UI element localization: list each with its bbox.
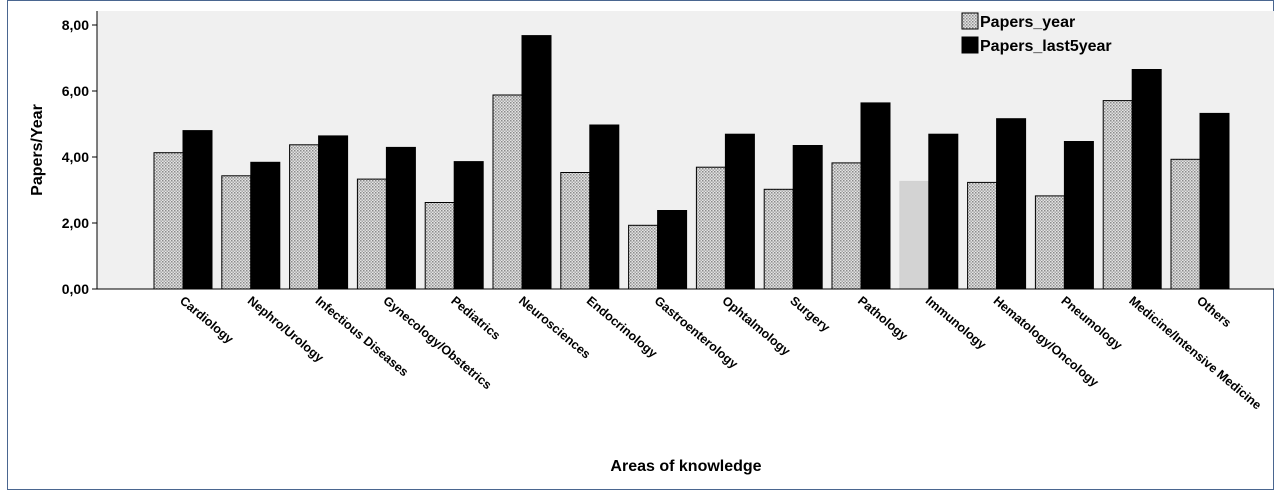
- bar-immunology-papers-year: [899, 180, 930, 290]
- bar-pathology-papers-last5year: [860, 102, 891, 290]
- bar-gynecology-obstetrics-papers-last5year: [385, 146, 416, 290]
- bar-ophtalmology-papers-last5year: [724, 133, 755, 290]
- bar-gynecology-obstetrics-papers-year: [356, 178, 387, 290]
- bars-layer: [153, 35, 1230, 290]
- axes-layer: [92, 11, 1274, 290]
- bar-gastroenterology-papers-last5year: [657, 210, 688, 290]
- y-tick-label: 6,00: [62, 83, 89, 99]
- bar-pediatrics-papers-last5year: [453, 161, 484, 290]
- bar-immunology-papers-last5year: [928, 133, 959, 290]
- bar-infectious-diseases-papers-last5year: [318, 135, 349, 290]
- legend-swatch-papers-year: [961, 12, 979, 30]
- legend-label-papers-last5year: Papers_last5year: [980, 38, 1112, 55]
- bar-gastroenterology-papers-year: [628, 224, 659, 290]
- bar-endocrinology-papers-last5year: [589, 124, 620, 290]
- bar-nephro-urology-papers-last5year: [250, 161, 281, 290]
- bar-surgery-papers-year: [763, 188, 794, 290]
- x-axis-title: Areas of knowledge: [610, 458, 761, 475]
- bar-pediatrics-papers-year: [424, 202, 455, 290]
- bar-ophtalmology-papers-year: [695, 166, 726, 290]
- bar-endocrinology-papers-year: [560, 172, 591, 290]
- legend: Papers_year Papers_last5year: [961, 12, 1112, 55]
- bar-hematology-oncology-papers-last5year: [996, 118, 1027, 290]
- bar-surgery-papers-last5year: [792, 145, 823, 290]
- bar-nephro-urology-papers-year: [221, 175, 252, 290]
- y-tick-label: 8,00: [62, 17, 89, 33]
- bar-pathology-papers-year: [831, 162, 862, 290]
- bar-others-papers-last5year: [1199, 112, 1230, 290]
- bar-neurosciences-papers-last5year: [521, 35, 552, 290]
- legend-swatch-papers-last5year: [961, 36, 979, 54]
- y-axis-title: Papers/Year: [29, 104, 46, 196]
- bar-pneumology-papers-last5year: [1063, 141, 1094, 290]
- bar-others-papers-year: [1170, 158, 1201, 290]
- bar-infectious-diseases-papers-year: [289, 144, 320, 290]
- y-tick-label: 0,00: [62, 281, 89, 297]
- legend-label-papers-year: Papers_year: [980, 14, 1075, 31]
- bar-pneumology-papers-year: [1034, 195, 1065, 290]
- bar-cardiology-papers-last5year: [182, 130, 213, 290]
- y-tick-label: 2,00: [62, 215, 89, 231]
- bar-medicine-intensive-medicine-papers-last5year: [1131, 69, 1162, 290]
- y-tick-label: 4,00: [62, 149, 89, 165]
- bar-medicine-intensive-medicine-papers-year: [1102, 100, 1133, 290]
- bar-hematology-oncology-papers-year: [967, 181, 998, 290]
- bar-cardiology-papers-year: [153, 152, 184, 290]
- bar-neurosciences-papers-year: [492, 94, 523, 290]
